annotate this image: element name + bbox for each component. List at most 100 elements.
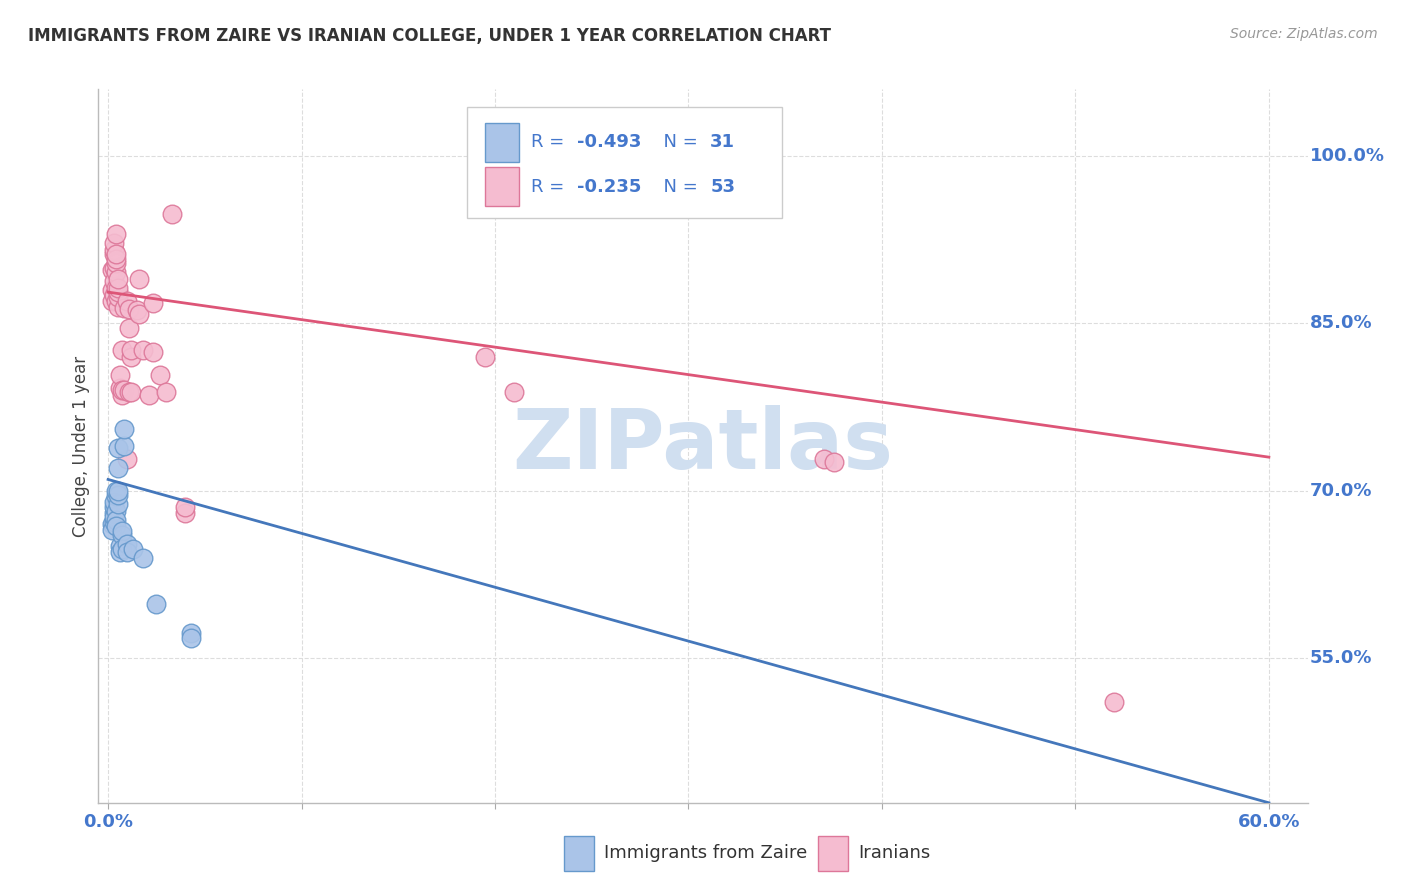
Point: [107, 497, 129, 511]
FancyBboxPatch shape: [818, 837, 848, 871]
Point: [823, 455, 845, 469]
Text: Iranians: Iranians: [858, 844, 929, 862]
Point: [107, 290, 129, 304]
Point: [103, 506, 125, 520]
Point: [104, 483, 127, 498]
Point: [103, 510, 125, 524]
Point: [108, 539, 131, 553]
Point: [103, 243, 125, 257]
Y-axis label: College, Under 1 year: College, Under 1 year: [72, 355, 90, 537]
Point: [120, 385, 142, 400]
Point: [104, 227, 127, 242]
Point: [101, 294, 124, 309]
Text: 70.0%: 70.0%: [1310, 482, 1372, 500]
Point: [503, 385, 526, 400]
Text: IMMIGRANTS FROM ZAIRE VS IRANIAN COLLEGE, UNDER 1 YEAR CORRELATION CHART: IMMIGRANTS FROM ZAIRE VS IRANIAN COLLEGE…: [28, 27, 831, 45]
Point: [180, 631, 202, 645]
Point: [117, 545, 139, 559]
Point: [108, 381, 131, 395]
Text: R =: R =: [531, 178, 571, 195]
Point: [104, 265, 127, 279]
Point: [111, 388, 134, 402]
Point: [107, 461, 129, 475]
Text: Source: ZipAtlas.com: Source: ZipAtlas.com: [1230, 27, 1378, 41]
Point: [111, 541, 134, 556]
Point: [111, 384, 134, 398]
Text: R =: R =: [531, 134, 571, 152]
Point: [103, 260, 125, 275]
Point: [117, 452, 139, 467]
Point: [111, 528, 134, 542]
Text: ZIPatlas: ZIPatlas: [513, 406, 893, 486]
Text: -0.235: -0.235: [578, 178, 641, 195]
Point: [142, 296, 165, 310]
Point: [104, 489, 127, 503]
Point: [104, 513, 127, 527]
Point: [117, 537, 139, 551]
Point: [103, 515, 125, 529]
Point: [118, 301, 141, 316]
Point: [107, 442, 129, 456]
Point: [174, 500, 197, 515]
Point: [107, 300, 129, 314]
FancyBboxPatch shape: [485, 167, 519, 206]
Point: [108, 368, 131, 382]
Point: [107, 285, 129, 300]
Point: [103, 288, 125, 302]
Point: [111, 524, 134, 538]
Point: [149, 368, 172, 382]
Point: [132, 343, 155, 358]
Point: [101, 517, 124, 532]
Point: [104, 256, 127, 270]
Point: [118, 385, 141, 400]
Point: [103, 236, 125, 251]
Point: [107, 488, 129, 502]
FancyBboxPatch shape: [485, 123, 519, 162]
Text: 100.0%: 100.0%: [1310, 147, 1385, 165]
Text: Immigrants from Zaire: Immigrants from Zaire: [603, 844, 807, 862]
Point: [117, 294, 139, 309]
Point: [104, 281, 127, 295]
Text: 53: 53: [710, 178, 735, 195]
Point: [122, 541, 145, 556]
Point: [120, 343, 142, 358]
Point: [101, 283, 124, 297]
Point: [104, 294, 127, 309]
Point: [127, 303, 149, 318]
Point: [112, 422, 135, 436]
Point: [174, 506, 197, 520]
Point: [107, 483, 129, 498]
Point: [813, 452, 835, 467]
Point: [103, 247, 125, 261]
Point: [112, 301, 135, 315]
Point: [474, 350, 496, 364]
Text: -0.493: -0.493: [578, 134, 641, 152]
Text: N =: N =: [652, 134, 704, 152]
Point: [112, 384, 135, 398]
Point: [180, 626, 202, 640]
Point: [101, 523, 124, 537]
Point: [107, 281, 129, 295]
Point: [145, 598, 167, 612]
Point: [104, 519, 127, 533]
Point: [160, 207, 183, 221]
Text: 31: 31: [710, 134, 735, 152]
Point: [103, 274, 125, 288]
Text: 55.0%: 55.0%: [1310, 648, 1372, 667]
Text: 85.0%: 85.0%: [1310, 314, 1372, 333]
Text: N =: N =: [652, 178, 704, 195]
FancyBboxPatch shape: [564, 837, 595, 871]
Point: [142, 345, 165, 359]
Point: [155, 385, 177, 400]
Point: [101, 263, 124, 277]
Point: [118, 321, 141, 335]
Point: [132, 550, 155, 565]
Point: [138, 388, 160, 402]
Point: [108, 545, 131, 559]
FancyBboxPatch shape: [467, 107, 782, 218]
Point: [128, 308, 150, 322]
Point: [103, 500, 125, 515]
Point: [104, 503, 127, 517]
Point: [104, 247, 127, 261]
Point: [1102, 696, 1125, 710]
